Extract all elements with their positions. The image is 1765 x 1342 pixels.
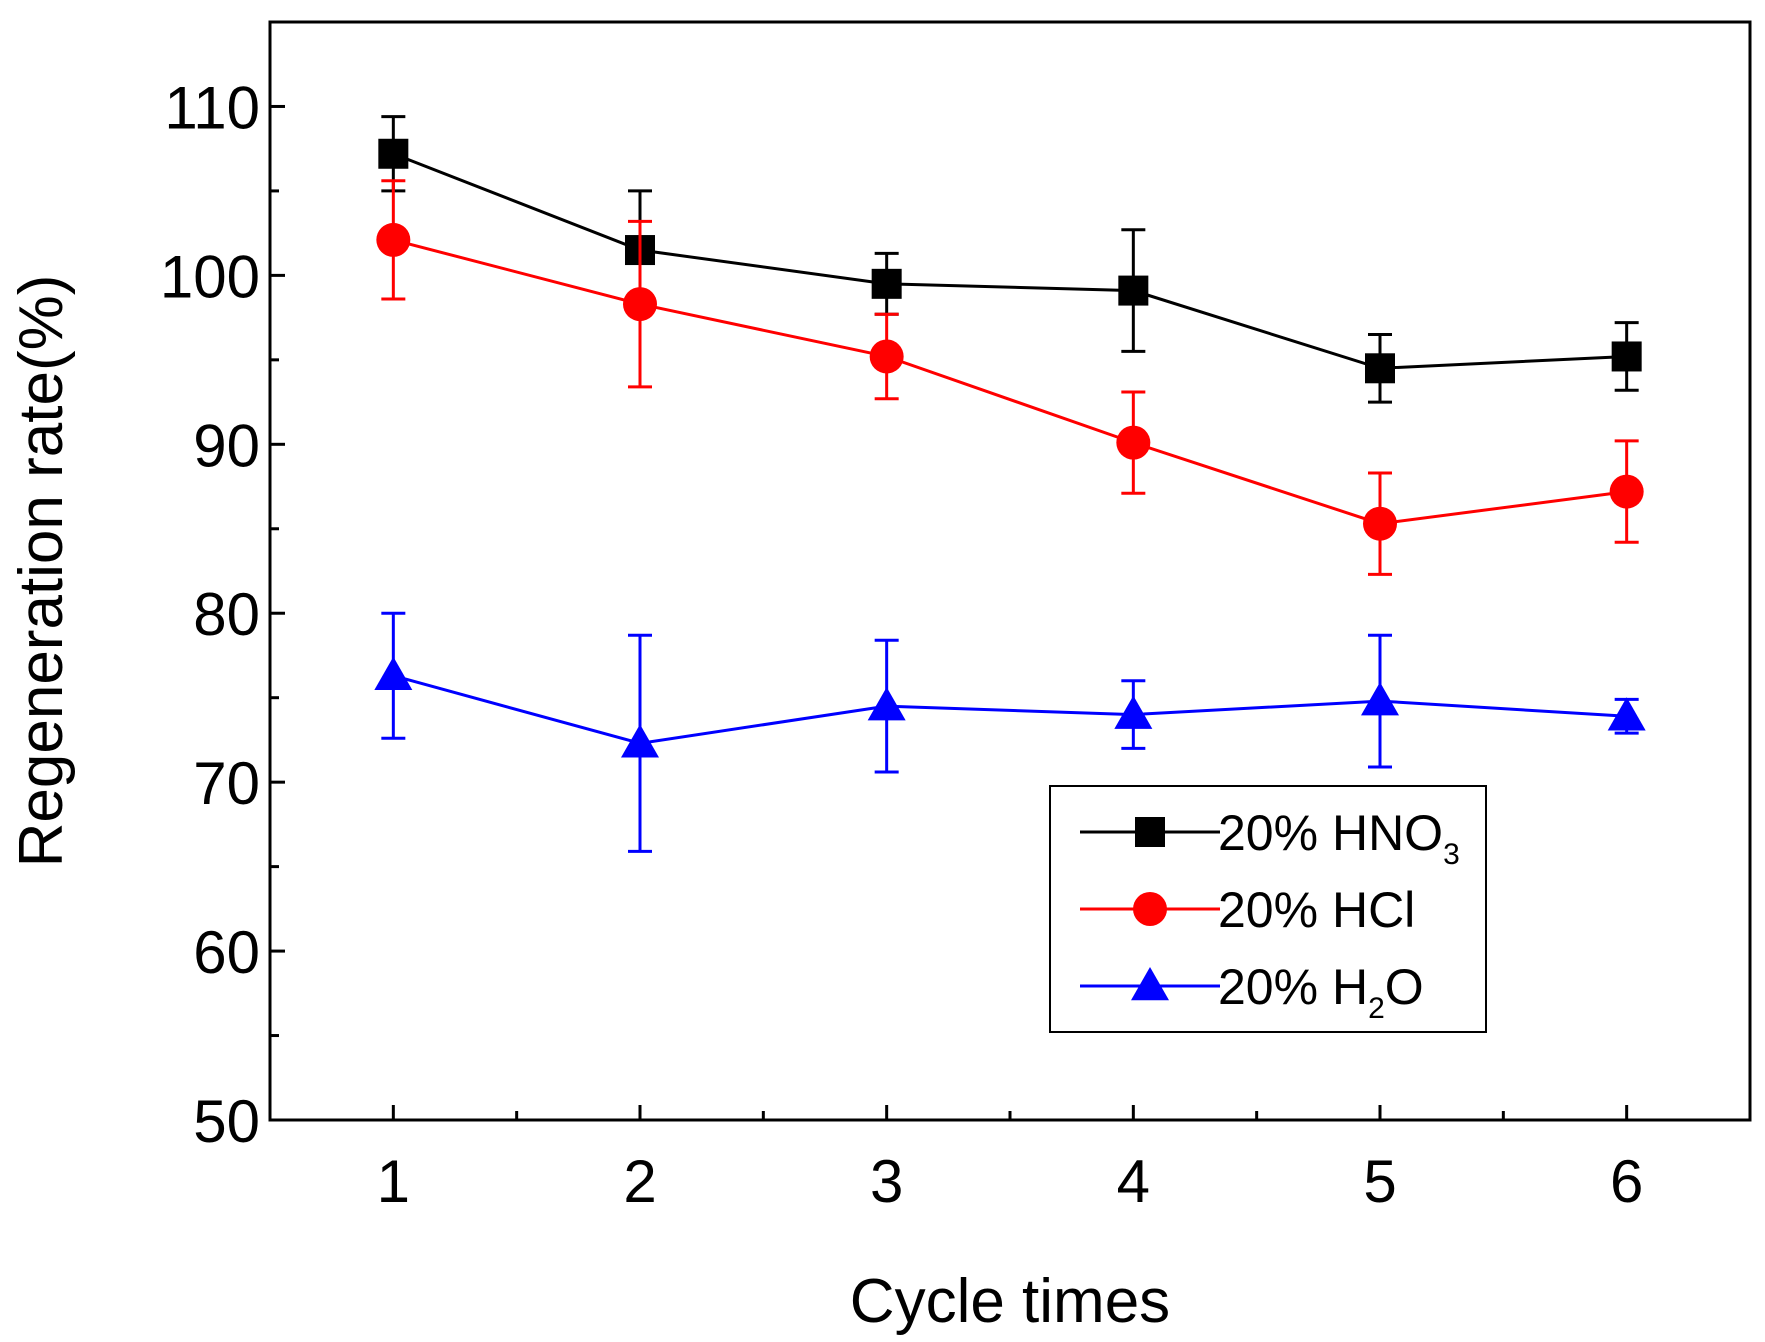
data-point	[1363, 506, 1397, 541]
y-tick-label: 70	[193, 750, 260, 817]
series-line	[392, 238, 1627, 526]
y-tick-label: 60	[193, 919, 260, 986]
x-tick-label: 6	[1610, 1148, 1643, 1215]
legend-marker	[1133, 892, 1167, 926]
data-point	[1116, 425, 1151, 460]
y-axis-label: Regeneration rate(%)	[7, 275, 76, 868]
data-point	[1607, 697, 1646, 731]
series-group	[378, 115, 1642, 404]
x-tick-label: 2	[623, 1148, 656, 1215]
series-group	[374, 611, 1646, 853]
legend-label: 20% HCl	[1218, 882, 1415, 938]
y-tick-label: 80	[193, 581, 260, 648]
data-point	[1609, 474, 1644, 509]
data-point	[871, 268, 902, 299]
data-point	[867, 687, 906, 721]
y-tick-label: 100	[160, 243, 260, 310]
data-point	[623, 287, 657, 322]
legend-label: 20% H2O	[1218, 959, 1424, 1025]
plot-marks	[374, 115, 1646, 853]
y-tick-label: 110	[164, 74, 260, 141]
x-tick-label: 3	[870, 1148, 903, 1215]
y-tick-label: 90	[193, 412, 260, 479]
legend-label: 20% HNO3	[1218, 805, 1460, 871]
data-point	[1118, 275, 1149, 306]
legend: 20% HNO3 20% HCl 20% H2O	[1049, 785, 1487, 1033]
y-tick-label: 50	[193, 1088, 260, 1155]
x-axis-label: Cycle times	[850, 1267, 1170, 1336]
plot-frame	[268, 20, 1752, 1122]
data-point	[374, 656, 413, 690]
x-tick-label: 1	[377, 1148, 410, 1215]
series-line	[392, 152, 1627, 370]
legend-marker	[1135, 817, 1165, 847]
series-group	[376, 179, 1644, 576]
x-tick-label: 4	[1117, 1148, 1150, 1215]
data-point	[1114, 695, 1153, 729]
data-point	[376, 222, 411, 257]
legend-marker	[1131, 967, 1169, 1001]
data-point	[1611, 341, 1642, 372]
data-point	[621, 724, 659, 758]
data-point	[869, 339, 904, 374]
data-point	[1365, 353, 1395, 384]
data-point	[1361, 682, 1399, 716]
series-line	[392, 674, 1627, 745]
x-tick-label: 5	[1363, 1148, 1396, 1215]
axis-ticks: 50 60 70 80 90 100 110 1 2 3 4 5 6	[160, 74, 1643, 1215]
data-point	[378, 138, 409, 169]
